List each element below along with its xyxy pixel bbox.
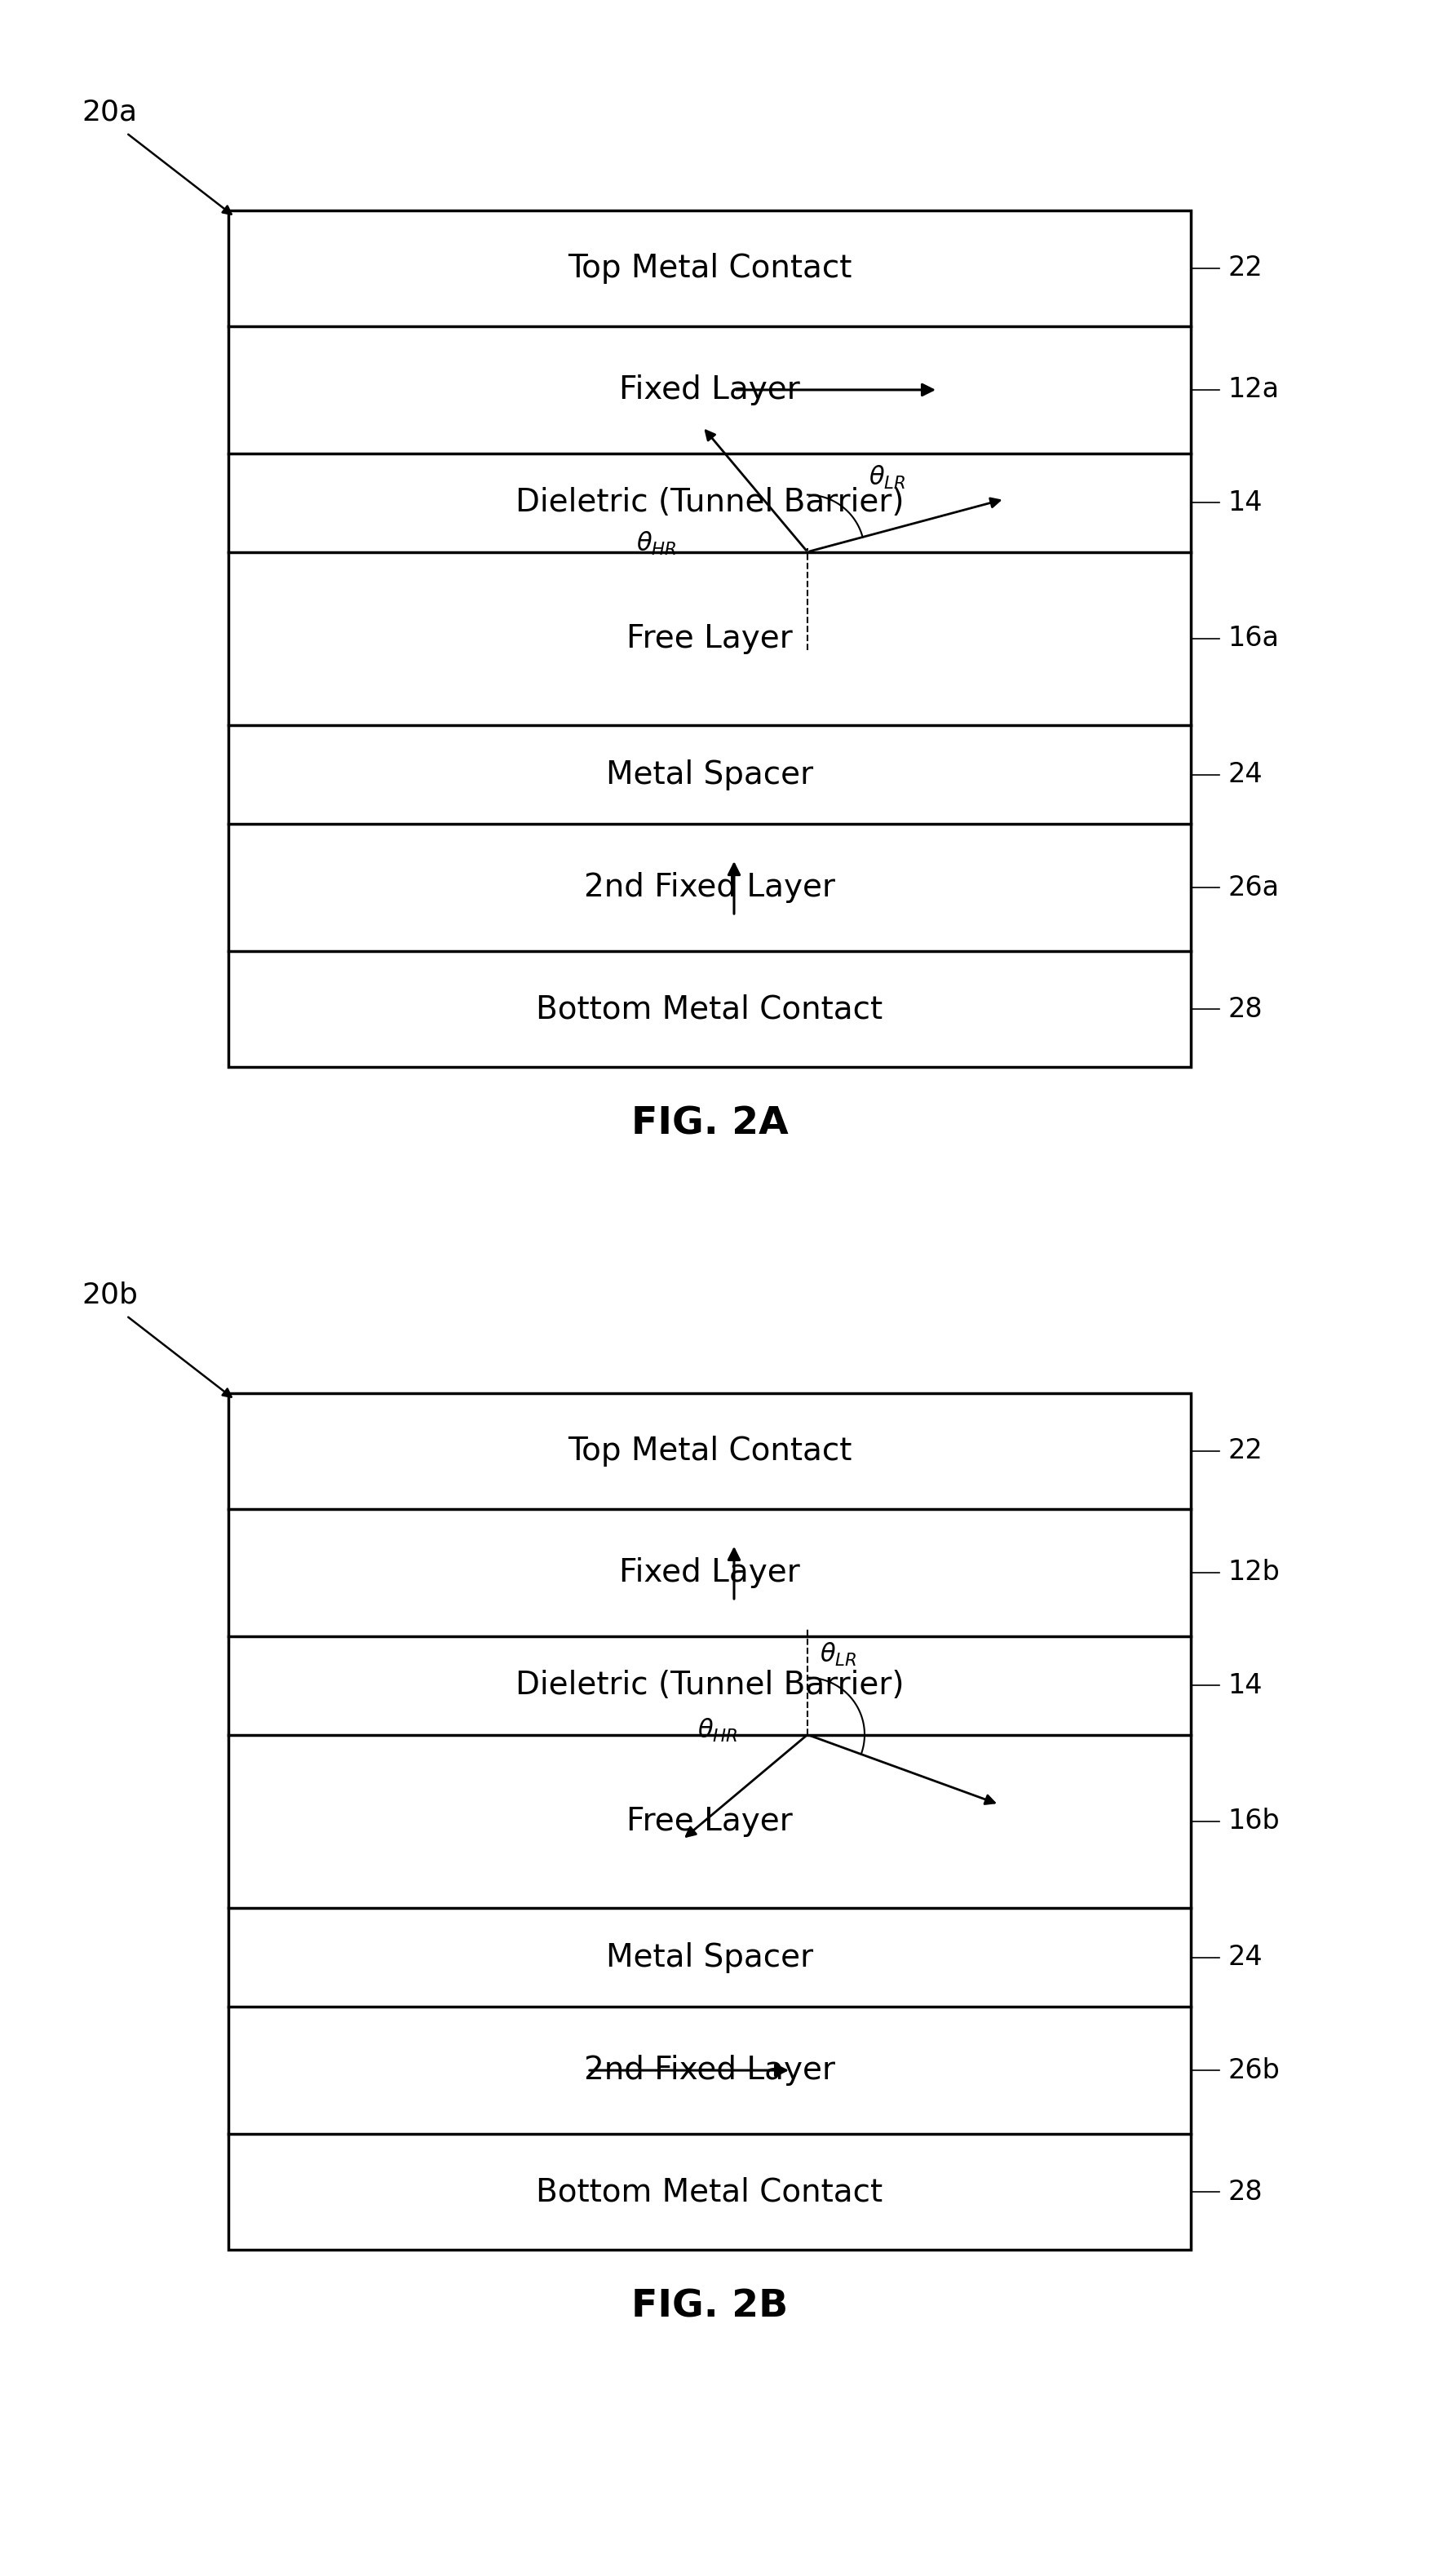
Text: FIG. 2A: FIG. 2A xyxy=(631,1105,788,1141)
Text: 24: 24 xyxy=(1228,1945,1262,1971)
Text: Fixed Layer: Fixed Layer xyxy=(620,374,800,404)
Text: 20a: 20a xyxy=(81,98,136,126)
Text: 26b: 26b xyxy=(1228,2056,1280,2084)
Bar xyxy=(228,1394,1191,2249)
Text: 26a: 26a xyxy=(1228,873,1278,902)
Text: $\theta_{HR}$: $\theta_{HR}$ xyxy=(698,1718,739,1744)
Text: Dieletric (Tunnel Barrier): Dieletric (Tunnel Barrier) xyxy=(515,1669,904,1700)
Text: Top Metal Contact: Top Metal Contact xyxy=(567,1435,852,1466)
Text: 14: 14 xyxy=(1228,1672,1262,1700)
Text: Bottom Metal Contact: Bottom Metal Contact xyxy=(537,994,884,1025)
Text: Metal Spacer: Metal Spacer xyxy=(607,1942,813,1973)
Text: 28: 28 xyxy=(1228,2179,1262,2205)
Text: FIG. 2B: FIG. 2B xyxy=(631,2287,788,2326)
Text: 22: 22 xyxy=(1228,1437,1262,1466)
Text: 2nd Fixed Layer: 2nd Fixed Layer xyxy=(583,2056,836,2087)
Text: 12a: 12a xyxy=(1228,376,1278,404)
Text: 16a: 16a xyxy=(1228,626,1278,652)
Text: $\theta_{HR}$: $\theta_{HR}$ xyxy=(637,531,678,556)
Text: $\theta_{LR}$: $\theta_{LR}$ xyxy=(820,1641,856,1667)
Text: Free Layer: Free Layer xyxy=(627,1806,792,1837)
Text: 22: 22 xyxy=(1228,255,1262,281)
Text: $\theta_{LR}$: $\theta_{LR}$ xyxy=(869,464,905,489)
Text: 12b: 12b xyxy=(1228,1558,1280,1587)
Bar xyxy=(228,211,1191,1066)
Text: 20b: 20b xyxy=(81,1280,138,1309)
Text: Free Layer: Free Layer xyxy=(627,623,792,654)
Text: 2nd Fixed Layer: 2nd Fixed Layer xyxy=(583,873,836,904)
Text: Top Metal Contact: Top Metal Contact xyxy=(567,252,852,283)
Text: 28: 28 xyxy=(1228,994,1262,1023)
Text: Metal Spacer: Metal Spacer xyxy=(607,760,813,791)
Text: Bottom Metal Contact: Bottom Metal Contact xyxy=(537,2177,884,2208)
Text: Dieletric (Tunnel Barrier): Dieletric (Tunnel Barrier) xyxy=(515,487,904,518)
Text: 24: 24 xyxy=(1228,762,1262,788)
Text: 14: 14 xyxy=(1228,489,1262,515)
Text: Fixed Layer: Fixed Layer xyxy=(620,1556,800,1589)
Text: 16b: 16b xyxy=(1228,1808,1280,1834)
